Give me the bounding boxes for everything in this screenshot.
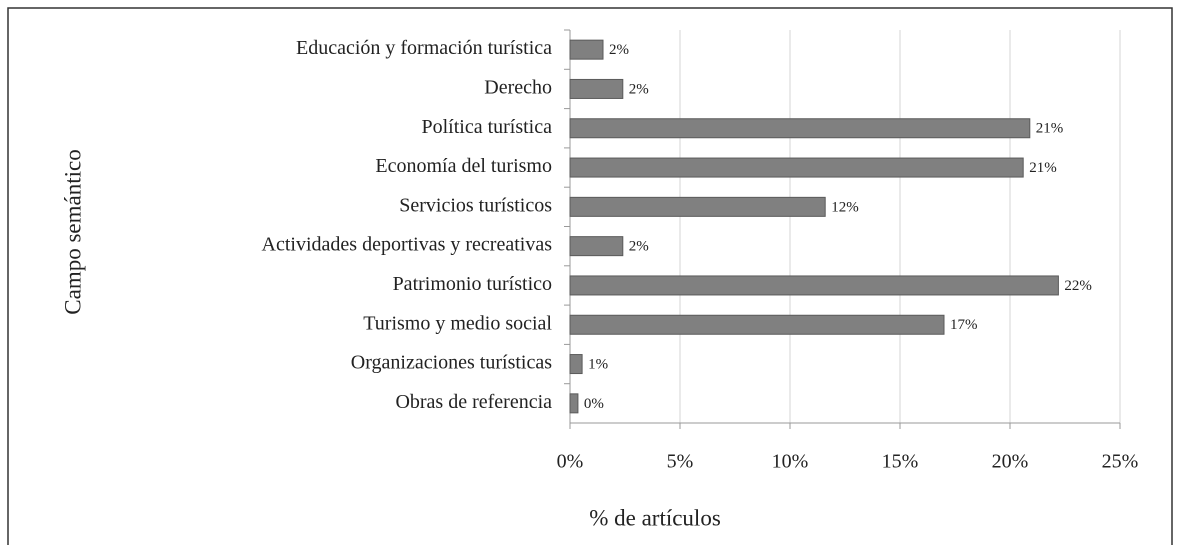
y-tick-label: Servicios turísticos (399, 194, 552, 216)
y-tick-label: Política turística (421, 116, 552, 138)
bar (569, 393, 579, 414)
x-tick-label: 10% (772, 451, 809, 473)
x-tick-label: 25% (1102, 451, 1139, 473)
y-tick-label: Turismo y medio social (363, 312, 552, 334)
value-label: 2% (629, 81, 649, 97)
bar (569, 196, 826, 217)
value-label: 12% (831, 199, 859, 215)
value-label: 2% (609, 42, 629, 58)
y-tick-label: Actividades deportivas y recreativas (262, 234, 553, 256)
y-tick-label: Organizaciones turísticas (351, 352, 552, 374)
value-label: 22% (1064, 278, 1092, 294)
bar (569, 275, 1059, 296)
bar (569, 157, 1024, 178)
value-label: 2% (629, 239, 649, 255)
value-label: 1% (588, 356, 608, 372)
value-label: 21% (1036, 121, 1064, 137)
bar (569, 78, 624, 99)
x-axis-title: % de artículos (589, 505, 721, 530)
value-label: 17% (950, 317, 978, 333)
y-tick-label: Patrimonio turístico (393, 273, 552, 295)
x-tick-label: 0% (557, 451, 584, 473)
x-tick-label: 5% (667, 451, 694, 473)
value-label: 21% (1029, 160, 1057, 176)
y-tick-label: Obras de referencia (395, 391, 552, 413)
y-tick-label: Economía del turismo (375, 155, 552, 177)
x-tick-label: 20% (992, 451, 1029, 473)
value-label: 0% (584, 396, 604, 412)
y-axis-title: Campo semántico (60, 149, 85, 314)
x-tick-label: 15% (882, 451, 919, 473)
frame (7, 7, 1173, 545)
bar (569, 118, 1031, 139)
y-tick-label: Educación y formación turística (296, 37, 552, 59)
bar (569, 314, 945, 335)
bar (569, 236, 624, 257)
y-tick-label: Derecho (484, 77, 552, 99)
bar (569, 354, 583, 375)
bar (569, 39, 604, 60)
